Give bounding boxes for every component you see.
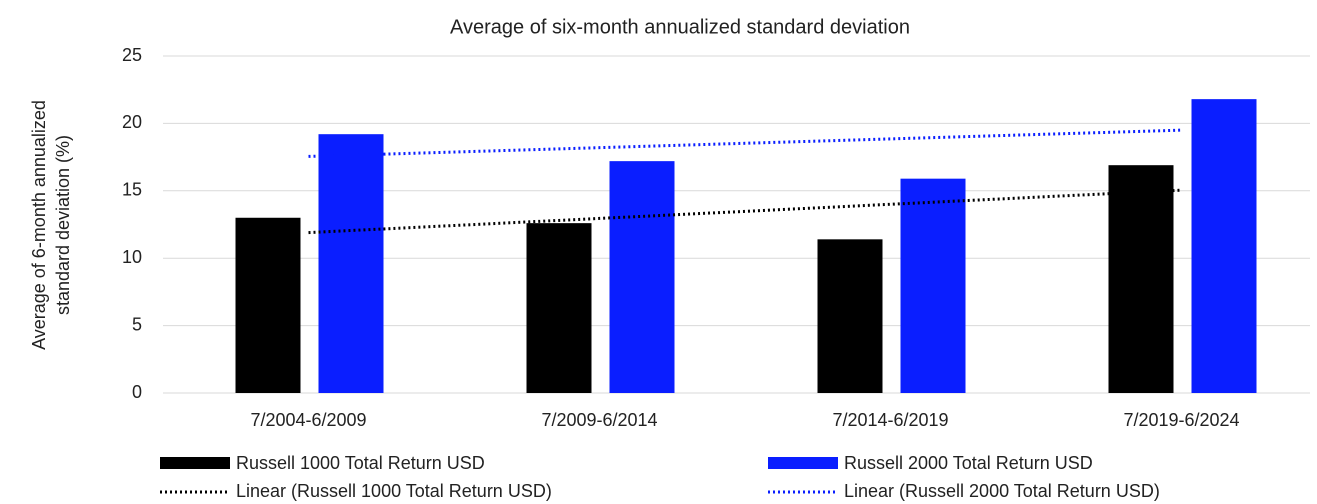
legend-label: Linear (Russell 1000 Total Return USD) (236, 481, 552, 501)
trendline (308, 128, 1182, 158)
bar (1191, 99, 1257, 394)
x-tick-label: 7/2009-6/2014 (541, 410, 657, 430)
bar (526, 223, 592, 393)
x-tick-label: 7/2014-6/2019 (832, 410, 948, 430)
legend-swatch (160, 457, 230, 469)
legend-label: Linear (Russell 2000 Total Return USD) (844, 481, 1160, 501)
y-tick-label: 20 (122, 112, 142, 132)
legend-label: Russell 1000 Total Return USD (236, 453, 485, 473)
bar (900, 178, 966, 393)
trendline (308, 188, 1182, 235)
bar (1108, 165, 1174, 393)
y-tick-label: 10 (122, 247, 142, 267)
y-tick-label: 25 (122, 45, 142, 65)
bar (817, 239, 883, 393)
bar (609, 161, 675, 393)
y-tick-label: 15 (122, 180, 142, 200)
x-tick-label: 7/2004-6/2009 (250, 410, 366, 430)
bar (235, 217, 301, 393)
legend-label: Russell 2000 Total Return USD (844, 453, 1093, 473)
chart-title: Average of six-month annualized standard… (450, 16, 910, 38)
y-tick-label: 5 (132, 314, 142, 334)
y-axis-label: standard deviation (%) (53, 135, 73, 315)
y-tick-label: 0 (132, 382, 142, 402)
legend-swatch (768, 457, 838, 469)
bar (318, 134, 384, 393)
x-tick-label: 7/2019-6/2024 (1123, 410, 1239, 430)
y-axis-label: Average of 6-month annualized (29, 100, 49, 350)
